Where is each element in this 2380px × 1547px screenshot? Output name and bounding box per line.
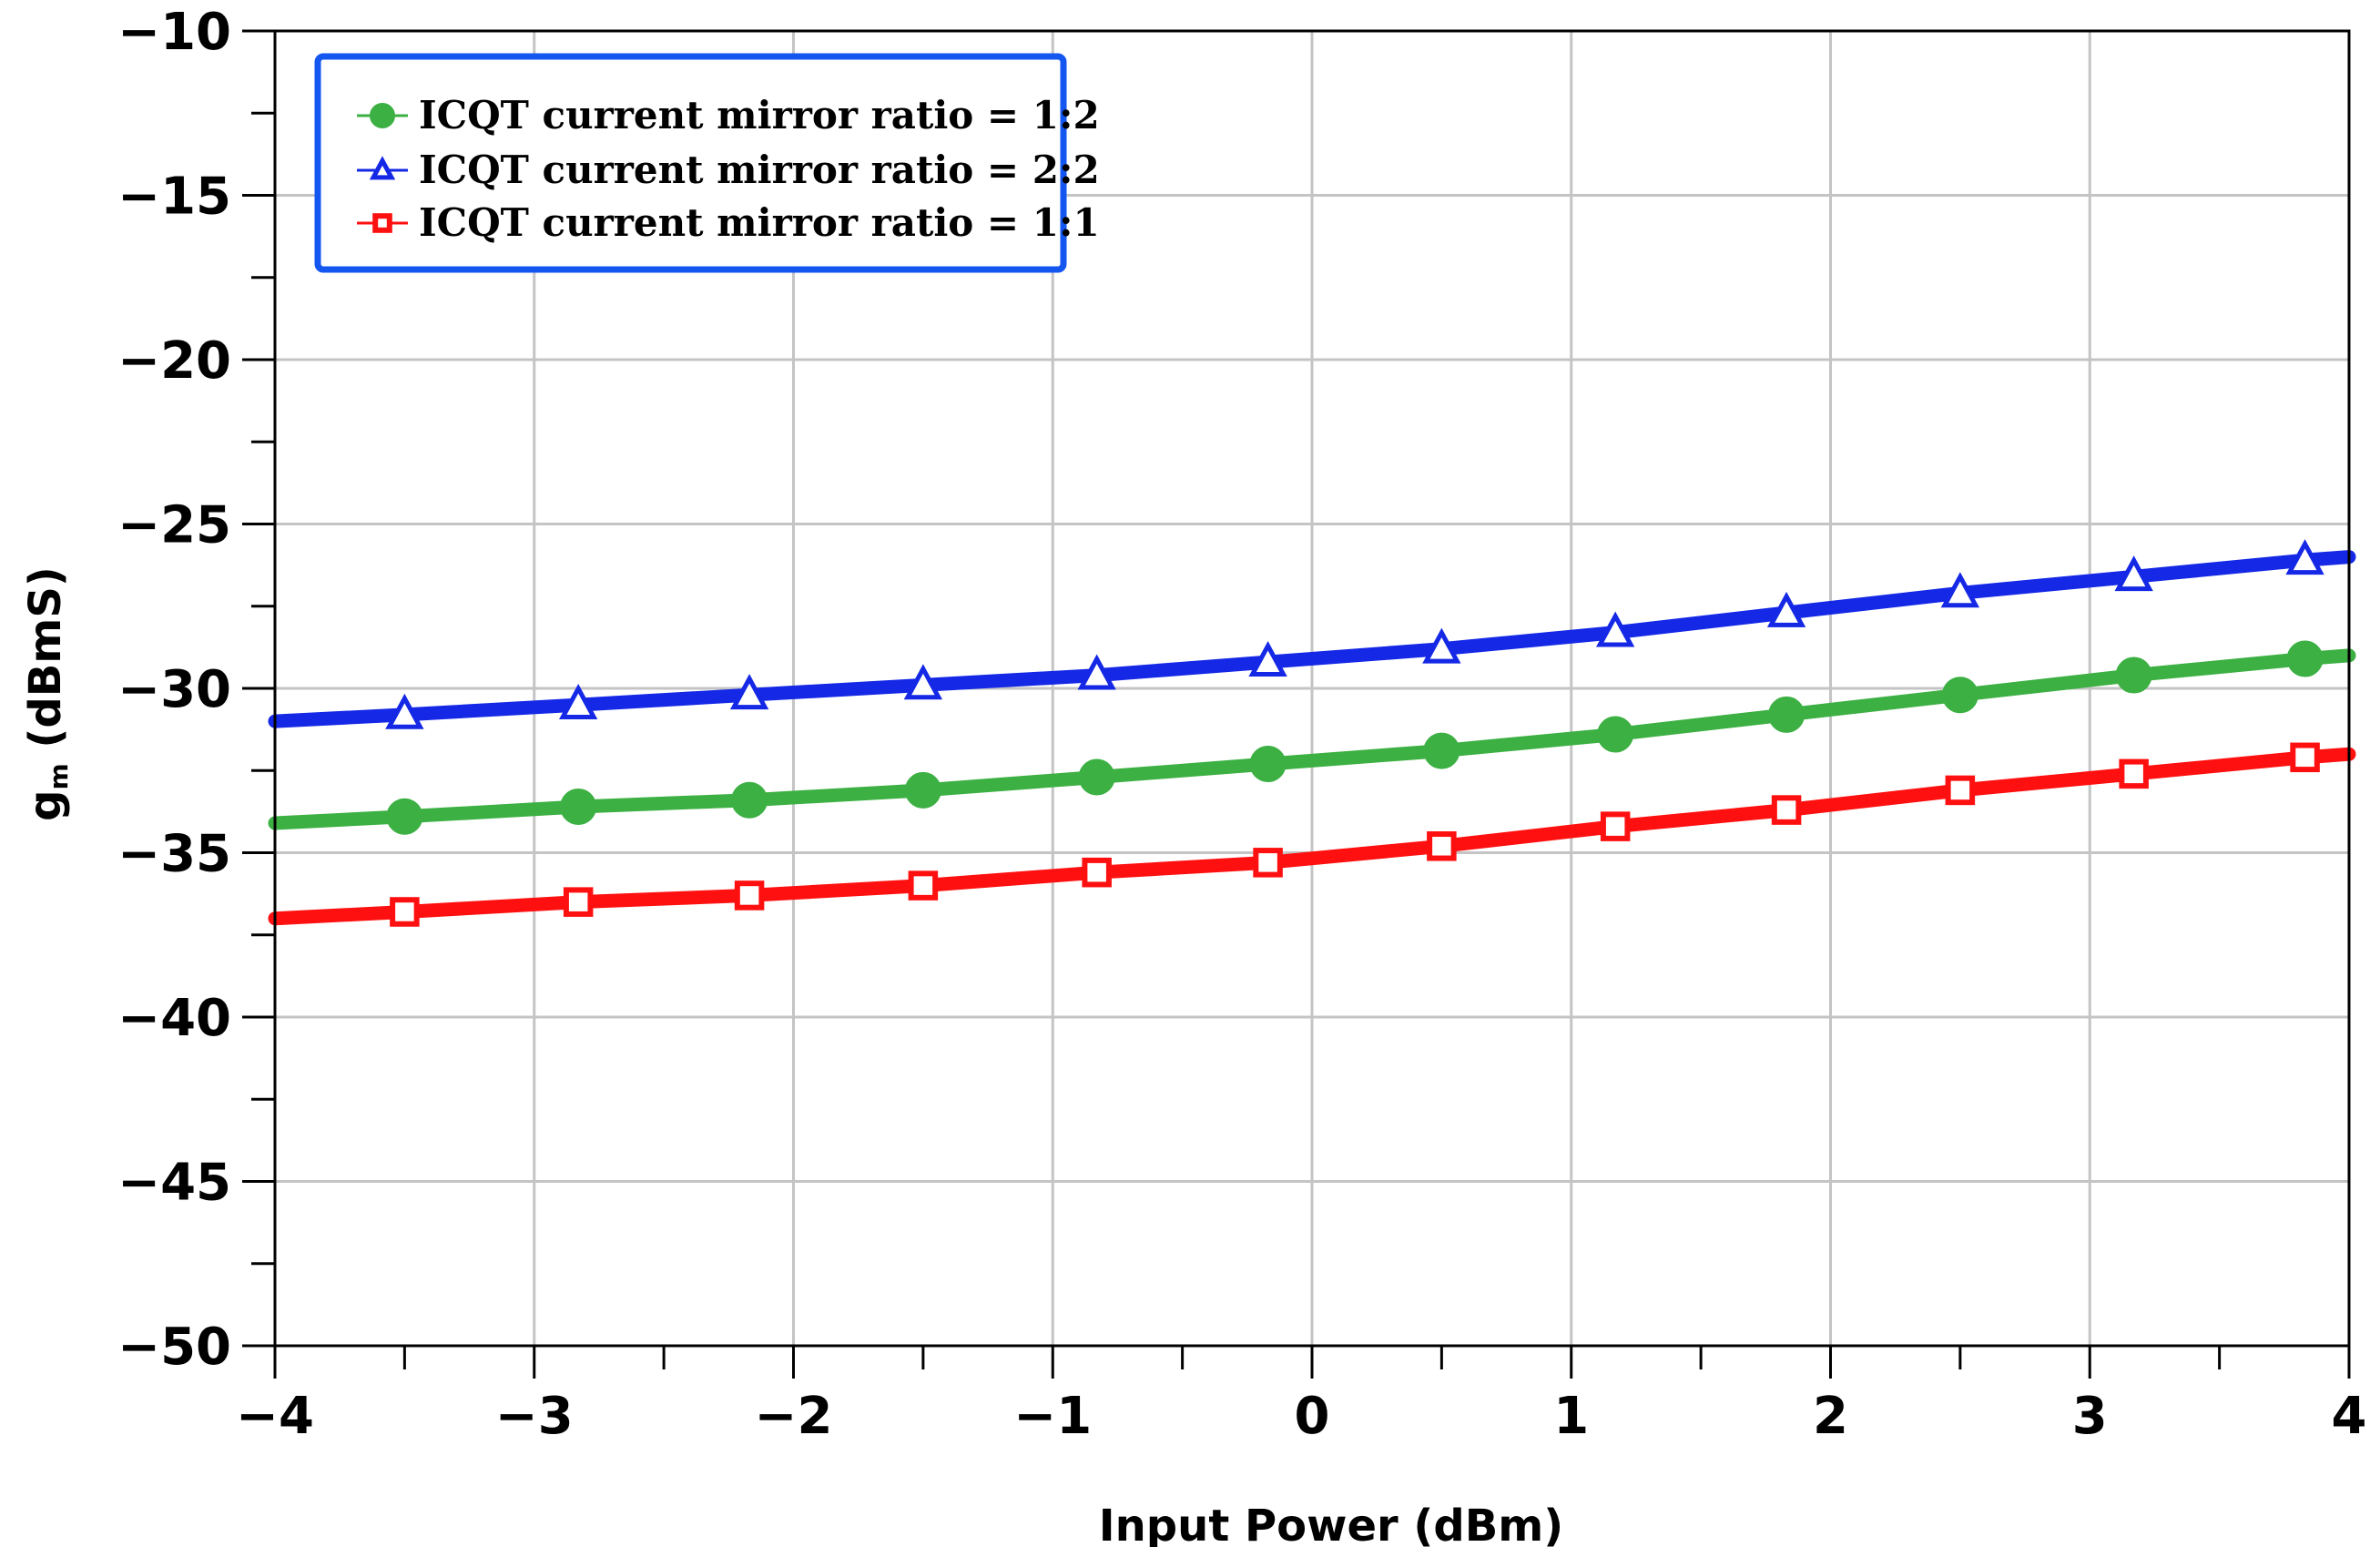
x-tick-label: 4 bbox=[2332, 1387, 2367, 1446]
data-point bbox=[1427, 831, 1457, 861]
data-point bbox=[1595, 611, 1635, 647]
data-point bbox=[734, 880, 765, 911]
series-line bbox=[268, 747, 2356, 926]
data-point bbox=[1422, 627, 1461, 664]
data-point bbox=[1248, 641, 1287, 677]
legend-label: ICQT current mirror ratio = 1:2 bbox=[419, 93, 1100, 137]
data-point bbox=[1771, 795, 1802, 825]
legend-entry: ICQT current mirror ratio = 1:2 bbox=[357, 93, 1100, 137]
data-point bbox=[1253, 848, 1283, 878]
x-tick-label: −3 bbox=[495, 1387, 574, 1446]
series-2 bbox=[268, 539, 2356, 729]
y-tick-label: −15 bbox=[117, 168, 231, 227]
y-tick-label: −20 bbox=[117, 331, 231, 391]
data-point bbox=[2290, 742, 2320, 773]
legend-label: ICQT current mirror ratio = 2:2 bbox=[419, 148, 1100, 192]
x-tick-label: 2 bbox=[1813, 1387, 1848, 1446]
data-point bbox=[2115, 656, 2152, 694]
data-point bbox=[2119, 758, 2149, 789]
y-tick-label: −25 bbox=[117, 496, 231, 555]
x-tick-labels: −4 −3 −2 −1 0 1 2 3 4 bbox=[236, 1387, 2366, 1446]
data-point bbox=[1940, 572, 1980, 608]
series-line bbox=[268, 550, 2356, 728]
data-point bbox=[1600, 811, 1631, 841]
x-tick-label: −1 bbox=[1013, 1387, 1092, 1446]
data-point bbox=[1423, 732, 1460, 769]
y-axis-label: gm (dBmS) bbox=[20, 566, 74, 821]
legend-entry: ICQT current mirror ratio = 1:1 bbox=[357, 200, 1100, 245]
data-point bbox=[729, 674, 769, 710]
data-point bbox=[1249, 746, 1287, 783]
data-point bbox=[386, 798, 423, 835]
data-point bbox=[2285, 539, 2324, 575]
legend-label: ICQT current mirror ratio = 1:1 bbox=[419, 200, 1100, 245]
data-point bbox=[385, 693, 424, 729]
y-tick-labels: −50 −45 −40 −35 −30 −25 −20 −15 −10 bbox=[117, 3, 231, 1377]
data-point bbox=[1768, 696, 1805, 733]
data-point bbox=[1945, 775, 1976, 806]
legend-entry: ICQT current mirror ratio = 2:2 bbox=[357, 148, 1100, 192]
y-tick-label: −45 bbox=[117, 1154, 231, 1213]
data-point bbox=[903, 664, 943, 700]
y-axis-label-subscript: m bbox=[44, 763, 74, 789]
x-tick-label: 3 bbox=[2072, 1387, 2108, 1446]
series-3 bbox=[268, 742, 2356, 927]
y-tick-label: −10 bbox=[117, 3, 231, 62]
data-point bbox=[2114, 555, 2153, 592]
data-point bbox=[1766, 591, 1806, 627]
axis-ticks bbox=[242, 29, 2351, 1379]
legend-box bbox=[314, 53, 1067, 273]
series-layer bbox=[268, 539, 2356, 927]
y-axis-label-unit: (dBmS) bbox=[20, 566, 71, 763]
legend: ICQT current mirror ratio = 1:2 ICQT curr… bbox=[314, 53, 1100, 273]
legend-entries: ICQT current mirror ratio = 1:2 ICQT curr… bbox=[357, 93, 1100, 245]
data-point bbox=[1941, 677, 1978, 714]
legend-marker bbox=[372, 213, 392, 233]
data-point bbox=[563, 887, 594, 917]
data-point bbox=[1082, 857, 1112, 888]
data-point bbox=[390, 897, 420, 927]
x-tick-label: −4 bbox=[236, 1387, 314, 1446]
x-tick-label: 0 bbox=[1295, 1387, 1330, 1446]
y-tick-label: −40 bbox=[117, 989, 231, 1048]
series-line bbox=[268, 648, 2356, 830]
y-tick-label: −30 bbox=[117, 660, 231, 719]
y-tick-label: −50 bbox=[117, 1318, 231, 1377]
data-point bbox=[731, 781, 768, 819]
data-point bbox=[904, 771, 941, 809]
x-axis-label: Input Power (dBm) bbox=[1099, 1501, 1564, 1547]
legend-marker bbox=[370, 103, 395, 128]
data-point bbox=[2286, 640, 2324, 677]
data-point bbox=[558, 683, 598, 719]
legend-marker bbox=[369, 156, 396, 180]
data-point bbox=[1078, 758, 1115, 796]
data-point bbox=[1597, 716, 1634, 753]
data-point bbox=[1077, 654, 1116, 690]
data-point bbox=[908, 870, 939, 901]
x-tick-label: 1 bbox=[1553, 1387, 1589, 1446]
y-axis-label-main: g bbox=[20, 789, 71, 820]
y-tick-label: −35 bbox=[117, 825, 231, 884]
series-1 bbox=[268, 640, 2356, 835]
data-point bbox=[560, 788, 597, 825]
x-tick-label: −2 bbox=[755, 1387, 833, 1446]
